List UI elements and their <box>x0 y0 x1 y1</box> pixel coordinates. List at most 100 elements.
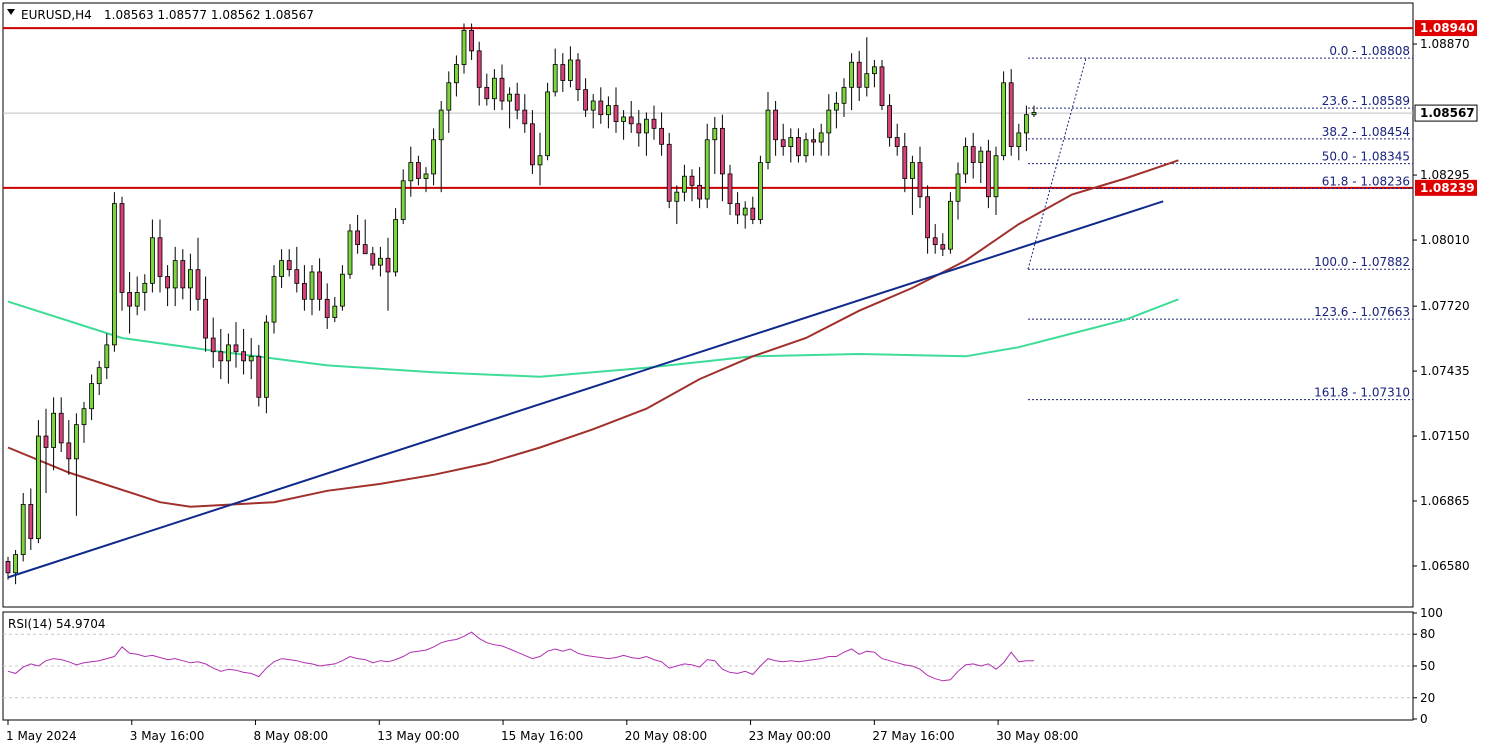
fib-anchor-line <box>1027 58 1087 270</box>
bear-candle <box>195 269 201 300</box>
bear-candle <box>735 203 740 216</box>
bull-candle <box>96 367 102 385</box>
fib-label: 23.6 - 1.08589 <box>1322 94 1410 108</box>
bull-candle <box>461 29 467 65</box>
bear-candle <box>970 146 976 163</box>
bull-candle <box>712 127 718 141</box>
rsi-axis: 100 80 50 20 0 <box>1413 606 1443 726</box>
fib-label: 0.0 - 1.08808 <box>1329 44 1410 58</box>
bear-candle <box>636 123 642 134</box>
bear-candle <box>241 351 247 362</box>
rsi-tick-label: 80 <box>1420 627 1435 641</box>
bear-candle <box>689 175 695 186</box>
bull-candle <box>826 109 832 134</box>
bear-candle <box>879 66 885 106</box>
support-tag-label: 1.08239 <box>1420 181 1475 195</box>
bull-candle <box>377 257 383 266</box>
bull-candle <box>309 271 315 300</box>
bear-candle <box>560 64 566 81</box>
bull-candle <box>134 292 140 307</box>
bull-candle <box>788 137 794 147</box>
bear-candle <box>324 298 330 318</box>
bear-candle <box>894 137 900 147</box>
bull-candle <box>74 424 79 460</box>
resistance-tag-box <box>1415 20 1477 37</box>
bear-candle <box>811 139 816 143</box>
bear-candle <box>28 504 34 540</box>
time-tick-label: 27 May 16:00 <box>872 729 954 743</box>
bull-candle <box>491 77 497 100</box>
dropdown-triangle-icon[interactable] <box>7 9 15 15</box>
bear-candle <box>119 203 125 293</box>
bull-candle <box>400 180 406 220</box>
fib-label: 50.0 - 1.08345 <box>1322 150 1410 164</box>
bear-candle <box>887 105 892 138</box>
bear-candle <box>43 435 49 448</box>
bull-candle <box>339 273 345 307</box>
bear-candle <box>157 237 163 277</box>
bear-candle <box>856 61 862 88</box>
symbol-timeframe: EURUSD,H4 <box>21 8 92 22</box>
current-price-tag-label: 1.08567 <box>1420 106 1475 120</box>
bear-candle <box>203 298 209 339</box>
rsi-tick-label: 0 <box>1420 712 1428 726</box>
bear-candle <box>796 137 801 157</box>
rsi-tick-label: 20 <box>1420 691 1435 705</box>
bull-candle <box>453 64 459 84</box>
rsi-label: RSI(14) 54.9704 <box>8 617 106 631</box>
bear-candle <box>666 143 672 202</box>
bull-candle <box>644 118 649 134</box>
bull-candle <box>621 116 626 122</box>
bear-candle <box>773 109 778 141</box>
bull-candle <box>1024 114 1029 134</box>
bull-candle <box>910 162 915 179</box>
ohlc-values: 1.08563 1.08577 1.08562 1.08567 <box>104 8 314 22</box>
time-tick-label: 3 May 16:00 <box>130 729 205 743</box>
bear-candle <box>210 337 216 353</box>
bull-candle <box>963 146 968 175</box>
bear-candle <box>355 230 361 246</box>
bear-candle <box>66 442 72 460</box>
bull-candle <box>1001 82 1006 157</box>
bull-candle <box>537 155 543 166</box>
bull-candle <box>872 66 877 75</box>
price-tags: 1.08940 1.08239 1.08567 <box>1414 20 1478 196</box>
bear-candle <box>317 271 323 300</box>
bull-candle <box>347 230 353 275</box>
bull-candle <box>438 109 444 141</box>
bull-candle <box>263 321 269 398</box>
bull-candle <box>818 132 824 143</box>
bear-candle <box>986 150 991 198</box>
bull-candle <box>36 435 41 540</box>
bull-candle <box>704 139 710 200</box>
price-tick-label: 1.07150 <box>1420 429 1470 443</box>
bear-candle <box>484 86 490 100</box>
bull-candle <box>590 100 596 111</box>
bear-candle <box>727 173 733 204</box>
bull-candle <box>225 344 231 362</box>
bull-candle <box>545 91 550 157</box>
bull-candle <box>332 305 338 318</box>
bull-candle <box>765 109 771 163</box>
price-axis: 1.08870 1.08295 1.08010 1.07720 1.07435 1.071… <box>1413 37 1470 573</box>
bear-candle <box>628 116 634 125</box>
bull-candle <box>568 59 573 81</box>
time-tick-label: 13 May 00:00 <box>377 729 459 743</box>
bear-candle <box>917 162 923 198</box>
bull-candle <box>834 102 839 111</box>
resistance-tag-label: 1.08940 <box>1420 21 1475 35</box>
bear-candle <box>218 351 224 362</box>
rsi-indicator <box>3 631 1413 699</box>
bear-candle <box>180 260 186 289</box>
bear-candle <box>165 276 171 289</box>
bull-candle <box>408 162 414 182</box>
bull-candle <box>279 260 285 277</box>
bull-candle <box>89 383 94 410</box>
fib-label: 100.0 - 1.07882 <box>1314 255 1410 269</box>
bear-candle <box>58 412 64 444</box>
rsi-line <box>7 631 1034 682</box>
bear-candle <box>902 146 908 179</box>
current-price-tag-box <box>1414 104 1478 122</box>
candlesticks <box>5 23 1037 585</box>
bull-candle <box>758 162 763 220</box>
